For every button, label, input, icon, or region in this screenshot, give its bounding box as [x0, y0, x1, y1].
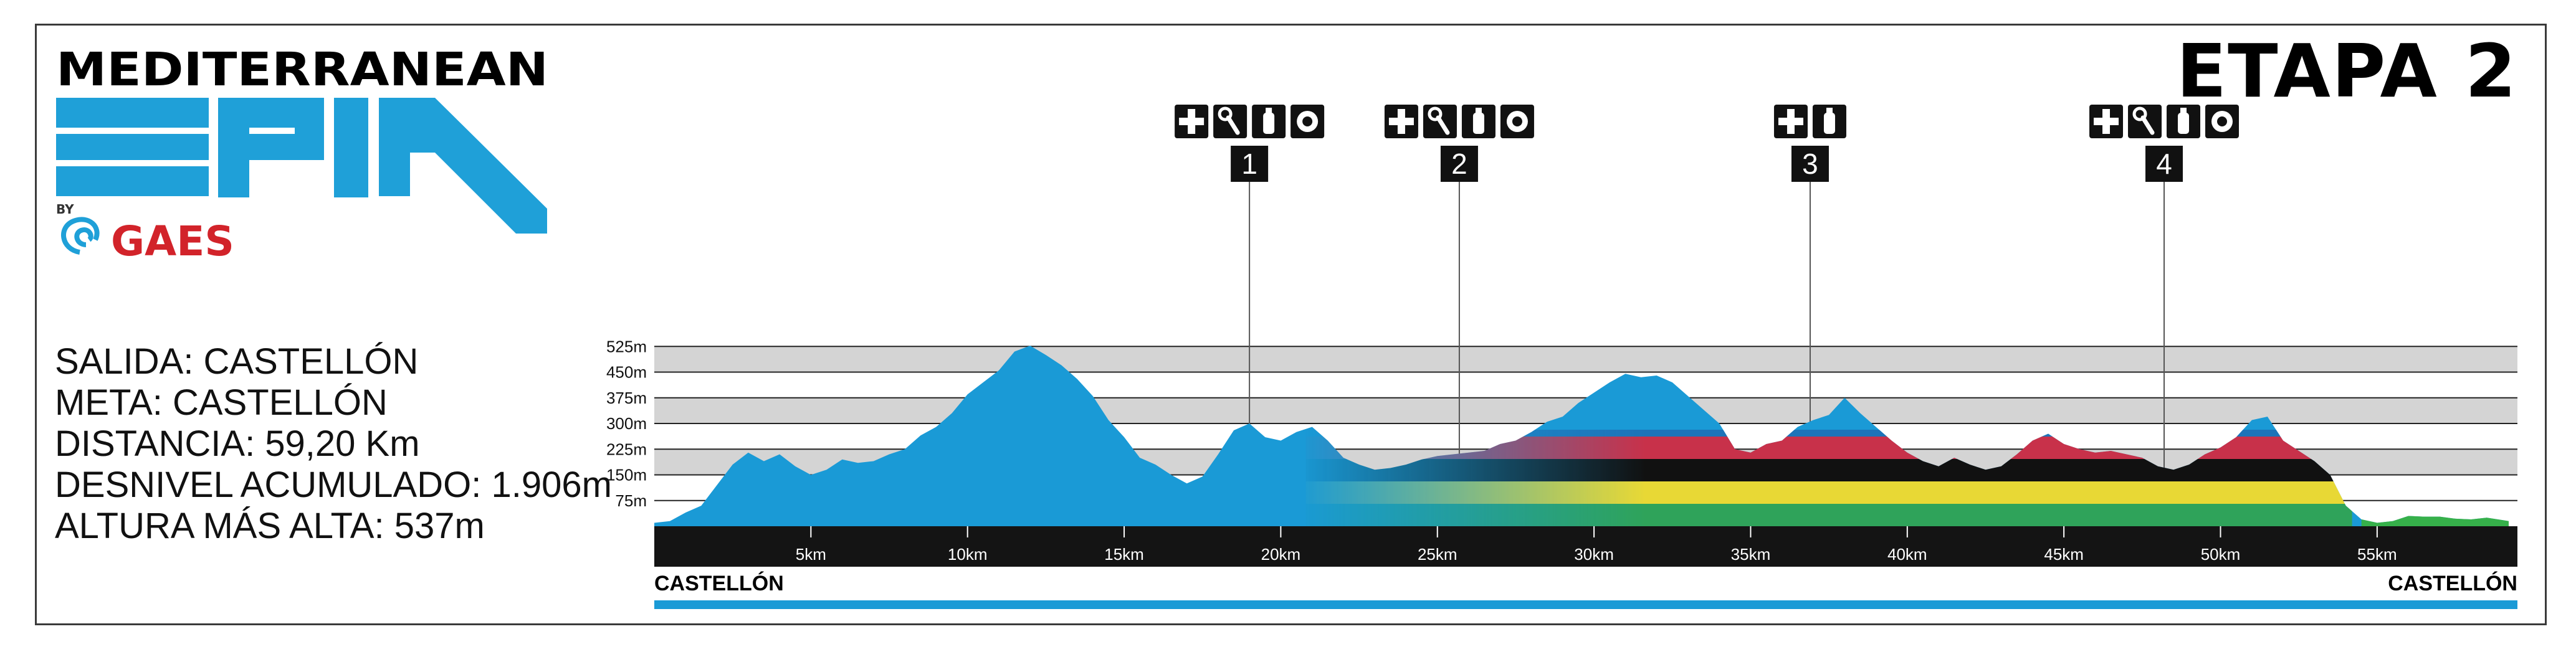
- tools-icon: [1213, 105, 1247, 138]
- checkpoint-number: 3: [1802, 148, 1818, 180]
- y-tick-label: 225m: [606, 440, 647, 458]
- stage-title: ETAPA 2: [2176, 28, 2517, 114]
- bottom-rule: [654, 600, 2517, 609]
- info-finish: META: CASTELLÓN: [55, 382, 388, 423]
- checkpoint-number-box: [2145, 146, 2183, 182]
- icon-shape: [1512, 116, 1522, 126]
- logo-by: BY: [56, 202, 74, 217]
- poster-frame: [35, 24, 2547, 625]
- info-distance: DISTANCIA: 59,20 Km: [55, 423, 420, 464]
- icon-shape: [1475, 108, 1482, 113]
- checkpoint: 3: [1773, 105, 1846, 182]
- food-icon: [1500, 105, 1534, 138]
- first-aid-icon: [2089, 105, 2124, 138]
- start-label: CASTELLÓN: [654, 572, 784, 595]
- icon-shape: [1263, 113, 1275, 134]
- x-tick-label: 40km: [1887, 545, 1927, 564]
- finish-stripe: [1305, 504, 2352, 526]
- finish-stripe: [1305, 481, 2352, 504]
- icon-shape: [1823, 113, 1835, 134]
- x-tick-label: 50km: [2201, 545, 2241, 564]
- water-bottle-icon: [1252, 105, 1286, 138]
- logo-epic-mark: [56, 98, 547, 234]
- y-tick-label: 525m: [606, 337, 647, 356]
- icon-shape: [2180, 108, 2187, 113]
- first-aid-icon: [1175, 105, 1209, 138]
- icon-shape: [2217, 116, 2228, 126]
- x-tick-label: 5km: [796, 545, 826, 564]
- y-tick-label: 150m: [606, 466, 647, 485]
- checkpoint-number: 1: [1241, 148, 1257, 180]
- y-tick-label: 450m: [606, 363, 647, 382]
- x-tick-label: 55km: [2357, 545, 2397, 564]
- icon-shape: [1826, 108, 1833, 113]
- mediterranean-epic-logo: MEDITERRANEAN BY GAES: [56, 47, 548, 265]
- logo-title: MEDITERRANEAN: [56, 47, 548, 97]
- checkpoints: 1 2 3 4: [1175, 105, 2240, 182]
- icon-shape: [1226, 115, 1240, 135]
- first-aid-icon: [1773, 105, 1808, 138]
- gaes-ear-icon: [61, 217, 100, 255]
- y-axis-labels: 75m 150m 225m 300m 375m 450m 525m: [606, 337, 647, 510]
- icon-shape: [1428, 106, 1443, 121]
- y-tick-label: 375m: [606, 389, 647, 407]
- gaes-wordmark: GAES: [111, 217, 234, 265]
- checkpoint: 2: [1384, 105, 1534, 182]
- x-tick-label: 35km: [1731, 545, 1771, 564]
- elevation-profile-end-area: [2361, 516, 2509, 526]
- water-bottle-icon: [1461, 105, 1496, 138]
- icon-shape: [2140, 115, 2155, 135]
- y-tick-label: 300m: [606, 414, 647, 433]
- icon-shape: [1787, 109, 1795, 134]
- finish-stripe: [1305, 459, 2352, 481]
- icon-shape: [1218, 106, 1233, 121]
- checkpoint-number-box: [1440, 146, 1478, 182]
- icon-shape: [1436, 115, 1450, 135]
- icon-shape: [1472, 113, 1484, 134]
- x-tick-label: 30km: [1574, 545, 1614, 564]
- tools-icon: [2128, 105, 2162, 138]
- food-icon: [2205, 105, 2240, 138]
- checkpoint-number: 2: [1451, 148, 1467, 180]
- info-elevation-gain: DESNIVEL ACUMULADO: 1.906m: [55, 465, 612, 505]
- icon-shape: [1302, 116, 1313, 126]
- tools-icon: [1423, 105, 1457, 138]
- y-tick-label: 75m: [615, 491, 647, 510]
- icon-shape: [2132, 106, 2147, 121]
- checkpoint-number-box: [1791, 146, 1829, 182]
- info-start: SALIDA: CASTELLÓN: [55, 341, 419, 382]
- x-tick-label: 45km: [2044, 545, 2084, 564]
- x-tick-label: 15km: [1104, 545, 1144, 564]
- icon-shape: [1266, 108, 1272, 113]
- water-bottle-icon: [2167, 105, 2201, 138]
- x-axis-labels: 5km 10km 15km 20km 25km 30km 35km 40km 45km 50km 5…: [796, 526, 2397, 564]
- info-max-altitude: ALTURA MÁS ALTA: 537m: [55, 506, 485, 546]
- icon-shape: [2102, 109, 2111, 134]
- icon-shape: [1188, 109, 1196, 134]
- food-icon: [1290, 105, 1325, 138]
- checkpoint-number-box: [1231, 146, 1269, 182]
- water-bottle-icon: [1812, 105, 1846, 138]
- finish-stripes: [1305, 414, 2352, 526]
- x-tick-label: 25km: [1418, 545, 1457, 564]
- icon-shape: [2178, 113, 2190, 134]
- x-tick-label: 10km: [948, 545, 988, 564]
- end-label: CASTELLÓN: [2388, 572, 2517, 595]
- checkpoint-number: 4: [2156, 148, 2172, 180]
- checkpoint: 4: [2089, 105, 2240, 182]
- icon-shape: [1397, 109, 1405, 134]
- x-axis-bar: [654, 526, 2517, 567]
- altitude-band: [654, 346, 2517, 372]
- x-tick-label: 20km: [1261, 545, 1301, 564]
- stage-info: SALIDA: CASTELLÓN META: CASTELLÓN DISTAN…: [55, 341, 612, 547]
- first-aid-icon: [1384, 105, 1418, 138]
- checkpoint: 1: [1175, 105, 1325, 182]
